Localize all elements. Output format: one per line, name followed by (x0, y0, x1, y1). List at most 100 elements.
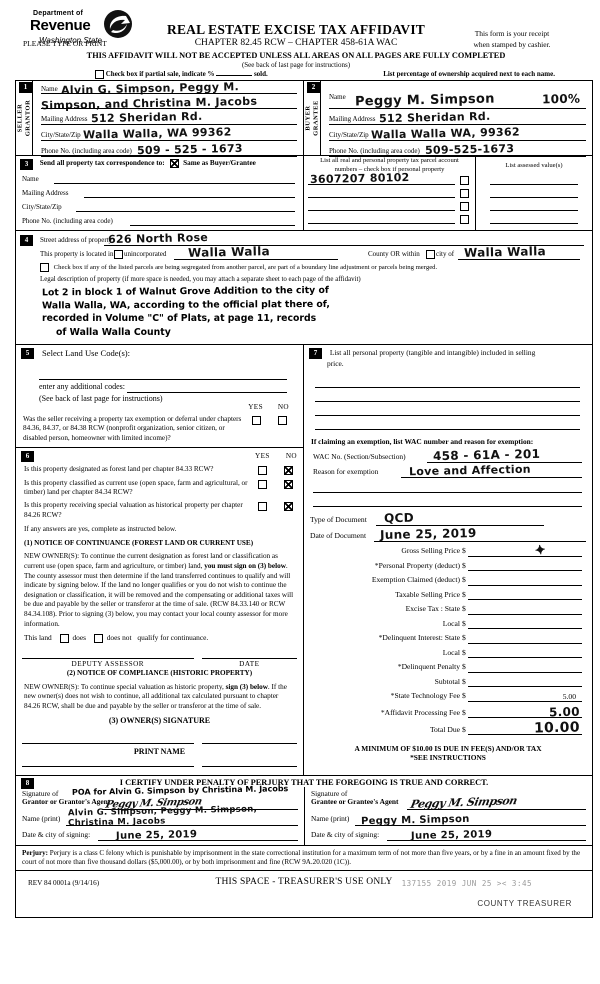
county-value[interactable]: Walla Walla (187, 244, 271, 260)
excise-tax-local-label: Local (442, 618, 460, 628)
section5-question-text: Was the seller receiving a property tax … (23, 415, 242, 442)
grantor-signature-cell: POA for Alvin G. Simpson by Christina M.… (16, 784, 304, 845)
personal-property-line[interactable] (315, 416, 580, 430)
historic-compliance-block: (2) NOTICE OF COMPLIANCE (HISTORIC PROPE… (16, 668, 303, 733)
grantee-printname-value[interactable]: Peggy M. Simpson (360, 813, 470, 828)
please-type-or-print: PLEASE TYPE OR PRINT (23, 39, 107, 48)
buyer-grantee-cell: BUYER GRANTEE 2 Name Peggy M. Simpson 10… (304, 81, 592, 157)
seller-grantor-cell: SELLER GRANTOR 1 Name Alvin G. Simpson, … (16, 80, 304, 158)
unincorporated-checkbox[interactable] (114, 250, 123, 259)
section6-q3-no-checkbox[interactable] (284, 502, 293, 512)
street-address-value[interactable]: 626 North Rose (107, 230, 209, 247)
subtotal-row: Subtotal $ (310, 674, 586, 689)
section7-number: 7 (309, 348, 322, 359)
street-address-row: 4 Street address of property: 626 North … (20, 230, 586, 247)
section6-q2-no-checkbox[interactable] (284, 479, 293, 489)
assessed-row[interactable] (490, 187, 578, 200)
notice1-bold: you must sign on (3) below (204, 562, 286, 571)
personal-property-line[interactable] (315, 402, 580, 416)
seller-mailing-row: Mailing Address 512 Sheridan Rd. (35, 109, 297, 127)
buyer-phone-value[interactable]: 509-525-1673 (424, 142, 515, 157)
wac-number-value[interactable]: 458 - 61A - 201 (432, 446, 541, 464)
seller-phone-label: Phone No. (including area code) (41, 147, 132, 155)
state-technology-fee-value[interactable]: 5.00 (562, 691, 576, 701)
segregation-checkbox[interactable] (40, 263, 49, 272)
section6-header: 6 YES NO (16, 450, 303, 463)
total-due-label: Total Due (429, 724, 460, 734)
dollar-sign: $ (462, 662, 466, 671)
continuance-block: If any answers are yes, complete as inst… (16, 522, 303, 650)
type-of-document-label: Type of Document (310, 515, 367, 524)
section6-q1-no-checkbox[interactable] (284, 466, 293, 476)
seller-mailing-value[interactable]: 512 Sheridan Rd. (90, 109, 203, 126)
seller-phone-value[interactable]: 509 - 525 - 1673 (136, 141, 243, 158)
deputy-assessor-label[interactable]: DEPUTY ASSESSOR (22, 657, 194, 668)
personal-property-line[interactable] (315, 388, 580, 402)
total-due-row: Total Due $ 10.00 (310, 719, 586, 736)
grantor-signature-label: Signature of Grantor or Grantor's Agent (22, 789, 110, 807)
additional-codes-label: enter any additional codes: (39, 382, 125, 391)
city-checkbox[interactable] (426, 250, 435, 259)
parcels-cell: List all real and personal property tax … (304, 156, 592, 230)
assessed-row[interactable] (490, 200, 578, 213)
notice1-body-a: NEW OWNER(S): To continue the current de… (24, 552, 278, 571)
section6-no-header: NO (285, 452, 297, 461)
buyer-mailing-value[interactable]: 512 Sheridan Rd. (378, 109, 491, 126)
assessed-row[interactable] (490, 174, 578, 187)
taxable-selling-price-label: Taxable Selling Price (395, 589, 460, 599)
city-value[interactable]: Walla Walla (463, 244, 547, 260)
dollar-sign: $ (462, 724, 466, 734)
parcel-personal-checkbox[interactable] (460, 215, 469, 224)
section5-see-back: (See back of last page for instructions) (39, 394, 163, 403)
page-subtitle: CHAPTER 82.45 RCW – CHAPTER 458-61A WAC (194, 38, 398, 48)
reason-exemption-value[interactable]: Love and Affection (408, 462, 531, 479)
deputy-assessor-date-label[interactable]: DATE (201, 657, 297, 668)
correspondence-phone-row: Phone No. (including area code) (22, 214, 295, 228)
section5-no-checkbox[interactable] (278, 416, 287, 425)
owner-signature-line[interactable] (22, 742, 297, 744)
affidavit-processing-fee-value[interactable]: 5.00 (549, 704, 581, 719)
grantor-date-value[interactable]: June 25, 2019 (115, 829, 198, 842)
city-of-label: city of (436, 250, 455, 258)
section6-q1-yes-checkbox[interactable] (258, 466, 267, 476)
grantor-date-row: Date & city of signing: June 25, 2019 (22, 827, 298, 842)
legal-description-value[interactable]: Lot 2 in block 1 of Walnut Grove Additio… (42, 284, 586, 342)
section5-yes-checkbox[interactable] (252, 416, 261, 425)
total-due-value[interactable]: 10.00 (534, 719, 581, 736)
buyer-name-percent[interactable]: 100% (541, 91, 581, 107)
grantee-date-value[interactable]: June 25, 2019 (410, 829, 493, 842)
grantee-date-row: Date & city of signing: June 25, 2019 (311, 827, 586, 842)
same-as-buyer-checkbox[interactable] (170, 159, 180, 168)
type-of-document-value[interactable]: QCD (383, 510, 415, 526)
section5-no-header: NO (277, 403, 289, 411)
section6-question-row: Is this property classified as current u… (16, 477, 303, 500)
perjury-label: Perjury: (22, 848, 48, 857)
personal-property-line[interactable] (315, 374, 580, 388)
parcel-personal-checkbox[interactable] (460, 202, 469, 211)
parcel-personal-checkbox[interactable] (460, 176, 469, 185)
date-of-document-value[interactable]: June 25, 2019 (379, 525, 477, 543)
seller-name-value[interactable]: Alvin G. Simpson, Peggy M. (60, 80, 240, 97)
date-of-document-label: Date of Document (310, 531, 367, 540)
exemption-extra-line[interactable] (313, 479, 582, 493)
section6-q2-yes-checkbox[interactable] (258, 479, 267, 489)
partial-sale-percent-input[interactable] (216, 75, 253, 77)
assessed-row[interactable] (490, 213, 578, 226)
additional-codes-input[interactable] (127, 392, 287, 393)
seller-name-value2[interactable]: Simpson, and Christina M. Jacobs (40, 94, 258, 113)
owner-printname-line[interactable] (22, 765, 297, 767)
land-use-code-input[interactable] (39, 367, 287, 380)
exemption-claimed-row: Exemption Claimed (deduct) $ (310, 572, 586, 587)
lower-region: 5 Select Land Use Code(s): enter any add… (16, 345, 592, 776)
buyer-name-value[interactable]: Peggy M. Simpson (354, 91, 495, 110)
does-qualify-checkbox[interactable] (59, 633, 69, 643)
same-as-buyer-label: Same as Buyer/Grantee (183, 159, 256, 168)
parcel-personal-checkbox[interactable] (460, 189, 469, 198)
partial-sale-checkbox[interactable] (95, 70, 104, 79)
exemption-extra-line[interactable] (313, 493, 582, 507)
section3-number: 3 (20, 159, 33, 170)
partial-sale-label: Check box if partial sale, indicate % (105, 70, 215, 79)
seller-name-row: Name Alvin G. Simpson, Peggy M. (35, 80, 297, 97)
does-not-qualify-checkbox[interactable] (93, 633, 103, 643)
section6-q3-yes-checkbox[interactable] (258, 502, 267, 512)
